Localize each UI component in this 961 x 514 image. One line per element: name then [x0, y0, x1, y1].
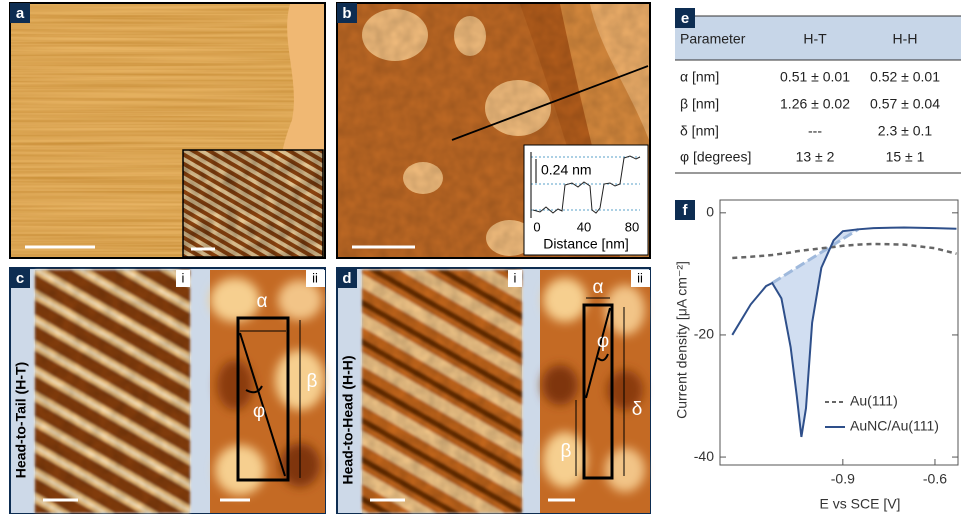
- beta-symbol: β: [307, 371, 318, 392]
- table-header: H-H: [893, 31, 918, 47]
- sub-label: i: [514, 270, 517, 285]
- alpha-symbol: α: [257, 291, 268, 312]
- table-cell: 0.51 ± 0.01: [780, 69, 850, 85]
- table-cell: δ [nm]: [680, 123, 719, 139]
- table-cell: α [nm]: [680, 69, 719, 85]
- panel-e: e Parameter H-T H-H α [nm] 0.51 ± 0.01 0.52 ±…: [675, 8, 961, 173]
- inset-tick: 40: [577, 219, 591, 234]
- inset-tick: 0: [533, 219, 540, 234]
- table-cell: 0.57 ± 0.04: [870, 96, 940, 112]
- panel-label: e: [681, 10, 689, 27]
- inset-noise: [183, 150, 323, 257]
- table-cell: 13 ± 2: [796, 149, 835, 165]
- table-cell: 0.52 ± 0.01: [870, 69, 940, 85]
- table-cell: φ [degrees]: [680, 149, 751, 165]
- peak-area: [772, 229, 858, 437]
- x-tick-label: -0.6: [923, 471, 947, 487]
- beta-symbol: β: [561, 441, 572, 462]
- sub-label: ii: [312, 270, 318, 285]
- panel-label: c: [16, 270, 24, 287]
- legend-label: Au(111): [850, 393, 898, 409]
- side-label: Head-to-Tail (H-T): [13, 362, 29, 478]
- panel-label: d: [342, 270, 351, 287]
- panel-d: Head-to-Head (H-H) i α φ δ β ii d: [337, 268, 650, 514]
- stm-noise: [35, 270, 190, 513]
- panel-label: b: [342, 5, 351, 22]
- legend-label: AuNC/Au(111): [850, 418, 939, 434]
- series-line: [732, 244, 956, 258]
- panel-f: f Current density [μA cm⁻²] E vs SCE [V]…: [674, 200, 958, 512]
- plot-area: [732, 227, 956, 436]
- x-axis-label: E vs SCE [V]: [820, 496, 901, 512]
- inset-tick: 80: [625, 219, 639, 234]
- stm-noise: [362, 270, 522, 513]
- x-tick-label: -0.9: [831, 471, 855, 487]
- table-cell: β [nm]: [680, 96, 719, 112]
- panel-label: a: [16, 5, 25, 22]
- table-cell: 15 ± 1: [886, 149, 925, 165]
- table-cell: 1.26 ± 0.02: [780, 96, 850, 112]
- sub-label: i: [182, 270, 185, 285]
- panel-b: 0.24 nm 0 40 80 Distance [nm] b: [337, 3, 650, 258]
- panel-a: a: [10, 3, 325, 258]
- phi-symbol: φ: [597, 331, 609, 352]
- phi-symbol: φ: [253, 401, 265, 422]
- table-header: H-T: [803, 31, 827, 47]
- y-tick-label: 0: [706, 204, 714, 220]
- series-line: [732, 227, 956, 436]
- sub-label: ii: [637, 270, 643, 285]
- side-label: Head-to-Head (H-H): [340, 355, 356, 484]
- inset-xlabel: Distance [nm]: [543, 236, 629, 252]
- y-tick-label: -40: [694, 448, 714, 464]
- alpha-symbol: α: [593, 277, 604, 298]
- y-axis-label: Current density [μA cm⁻²]: [674, 261, 690, 419]
- figure: a 0.24 nm 0 40 80 Distance [nm] b Head-t…: [0, 0, 961, 514]
- delta-symbol: δ: [632, 399, 643, 420]
- table-header: Parameter: [680, 31, 746, 47]
- y-tick-label: -20: [694, 326, 714, 342]
- height-label: 0.24 nm: [541, 162, 592, 178]
- panel-c: Head-to-Tail (H-T) i α β φ ii c: [10, 268, 325, 514]
- table-cell: 2.3 ± 0.1: [878, 123, 933, 139]
- table-cell: ---: [808, 123, 822, 139]
